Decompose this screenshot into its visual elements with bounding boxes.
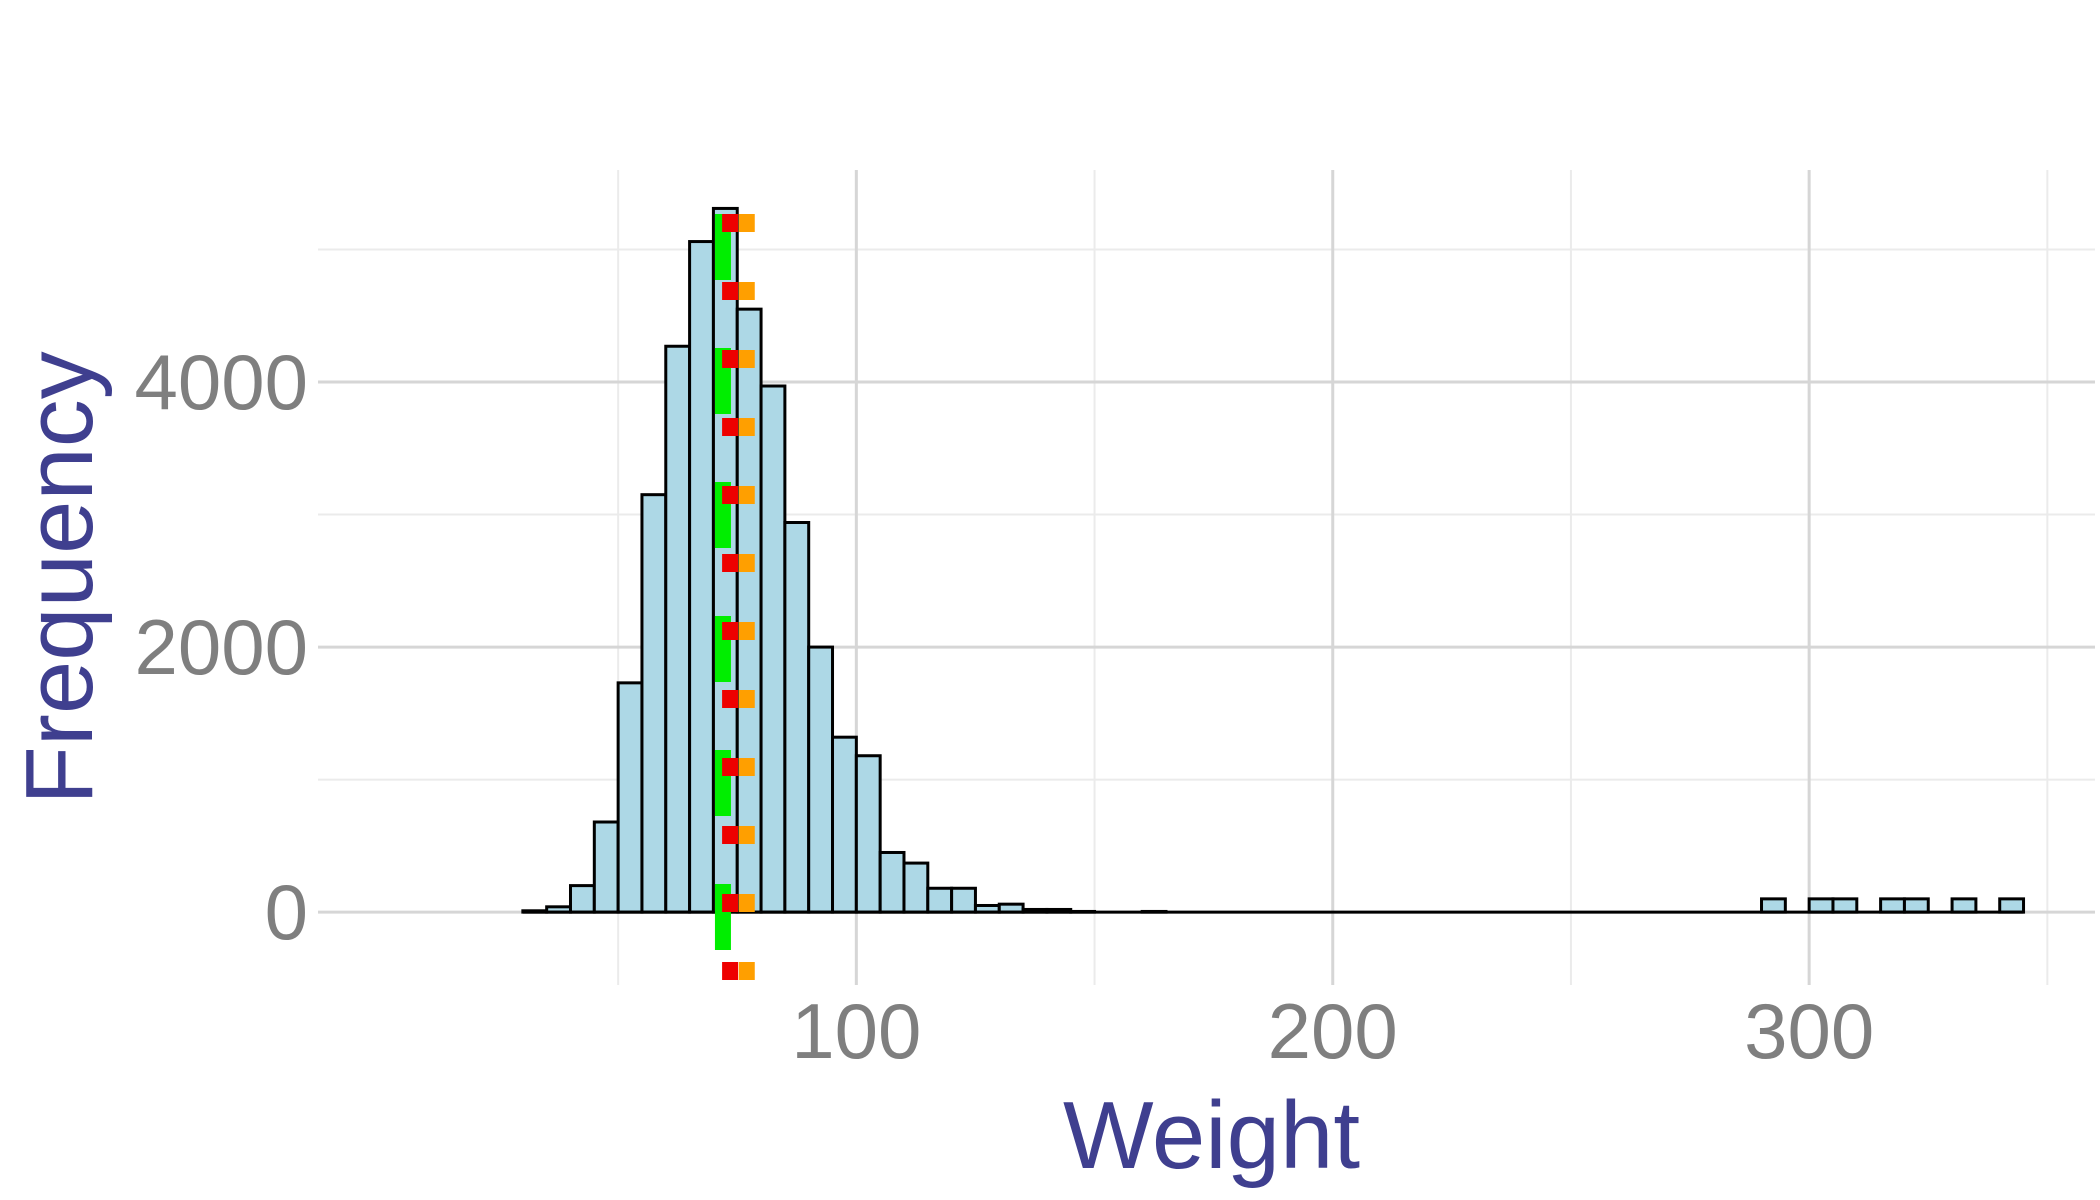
histogram-bar (759, 384, 787, 914)
histogram-bar (1807, 897, 1835, 914)
histogram-bar (664, 344, 692, 914)
histogram-bar (950, 886, 977, 914)
histogram-bar (1902, 897, 1930, 914)
histogram-bar (1950, 897, 1978, 914)
histogram-bars (521, 206, 2026, 914)
y-axis-title: Frequency (6, 351, 113, 805)
histogram-bar (926, 886, 954, 914)
minor-gridlines (318, 170, 2095, 985)
histogram-bar (568, 884, 596, 914)
histogram-bar (640, 493, 668, 914)
histogram-bar (1998, 897, 2026, 914)
histogram-bar (854, 754, 882, 914)
x-tick-labels: 100 200 300 (791, 987, 1874, 1075)
x-axis-title: Weight (1063, 1082, 1360, 1189)
histogram-bar (1831, 897, 1859, 914)
x-tick-label: 100 (791, 987, 921, 1075)
y-tick-label: 0 (265, 868, 308, 956)
histogram-bar (807, 645, 835, 914)
y-tick-label: 2000 (134, 603, 308, 691)
histogram-bar (616, 681, 644, 914)
histogram-bar (783, 521, 811, 914)
y-tick-label: 4000 (134, 338, 308, 426)
histogram-bar (878, 850, 906, 914)
x-tick-label: 300 (1744, 987, 1874, 1075)
histogram-bar (902, 861, 930, 914)
major-gridlines (318, 170, 2095, 985)
x-tick-label: 200 (1268, 987, 1398, 1075)
histogram-bar (1760, 897, 1787, 914)
y-tick-labels: 0 2000 4000 (134, 338, 308, 956)
histogram-bar (688, 240, 715, 914)
histogram-bar (592, 820, 620, 914)
histogram-bar (1879, 897, 1906, 914)
histogram-bar (735, 307, 763, 914)
histogram-bar (831, 735, 858, 914)
